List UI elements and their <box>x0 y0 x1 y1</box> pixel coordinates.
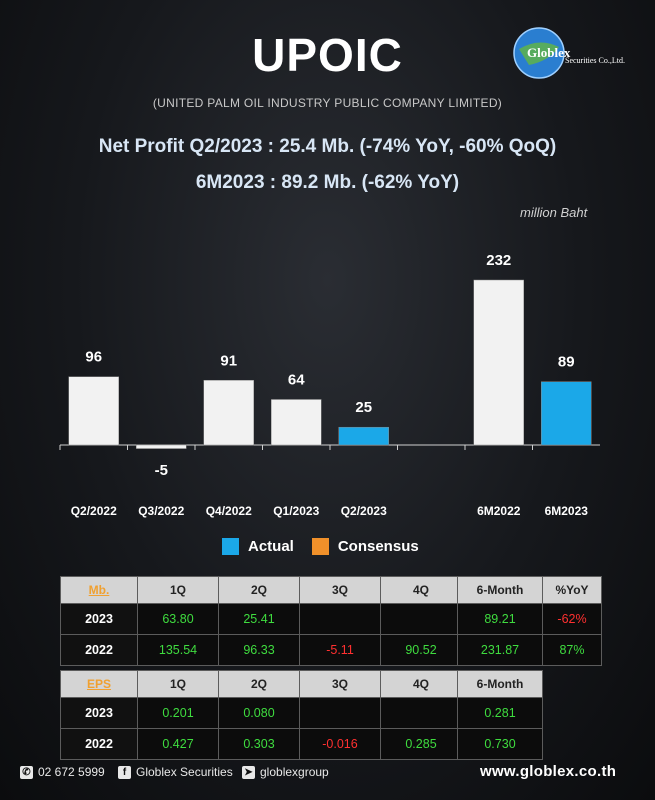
globlex-logo: Globlex Securities Co.,Ltd. <box>513 27 625 79</box>
cell-value: 90.52 <box>380 634 462 666</box>
table-row: 2023 63.80 25.41 <box>60 603 462 635</box>
headline-6m: 6M2023 : 89.2 Mb. (-62% YoY) <box>195 172 460 193</box>
bar-6m2023 <box>541 381 592 446</box>
col-3q: 3Q <box>299 576 381 604</box>
bar-q2-2023 <box>338 426 389 446</box>
eps-table-key: EPS <box>60 670 138 698</box>
col-6month: 6-Month <box>457 576 543 604</box>
cell-value: 135.54 <box>137 634 219 666</box>
row-year: 2022 <box>60 728 138 760</box>
cell-empty <box>299 603 381 635</box>
x-tick-label: Q2/2022 <box>71 504 117 518</box>
svg-text:Globlex: Globlex <box>527 45 571 60</box>
eps-table: EPS 1Q 2Q 3Q 4Q 2023 0.201 0.080 2022 0.… <box>60 670 462 760</box>
col-6month: 6-Month <box>457 670 543 698</box>
x-tick-label: Q1/2023 <box>273 504 319 518</box>
cell-value: 0.427 <box>137 728 219 760</box>
legend-actual-label: Actual <box>248 538 294 555</box>
table-row: 0.730 <box>457 728 543 760</box>
col-4q: 4Q <box>380 576 462 604</box>
table-row: 231.87 87% <box>457 634 602 666</box>
data-label: 232 <box>486 252 511 269</box>
table-row: 89.21 -62% <box>457 603 602 635</box>
legend-actual: Actual <box>222 538 294 555</box>
headline-quarter: Net Profit Q2/2023 : 25.4 Mb. (-74% YoY,… <box>98 136 557 157</box>
data-label: 89 <box>558 354 575 371</box>
row-year: 2022 <box>60 634 138 666</box>
table-row: 2023 0.201 0.080 <box>60 697 462 729</box>
cell-value: 87% <box>542 634 602 666</box>
cell-value: 63.80 <box>137 603 219 635</box>
chart-legend: Actual Consensus <box>222 538 437 555</box>
phone-number: 02 672 5999 <box>38 765 105 779</box>
telegram-icon: ➤ <box>242 765 255 779</box>
col-yoy: %YoY <box>542 576 602 604</box>
col-4q: 4Q <box>380 670 462 698</box>
telegram-name: globlexgroup <box>260 765 329 779</box>
profit-side-table: 6-Month %YoY 89.21 -62% 231.87 87% <box>457 576 602 666</box>
legend-actual-swatch <box>222 538 239 555</box>
bar-q2-2022 <box>68 376 119 446</box>
cell-value: 89.21 <box>457 603 543 635</box>
cell-value: 0.281 <box>457 697 543 729</box>
cell-value: 0.303 <box>218 728 300 760</box>
x-tick-label: Q3/2022 <box>138 504 184 518</box>
cell-value: 25.41 <box>218 603 300 635</box>
bar-6m2022 <box>473 279 524 446</box>
website-link[interactable]: www.globlex.co.th <box>480 763 617 780</box>
col-2q: 2Q <box>218 576 300 604</box>
col-1q: 1Q <box>137 670 219 698</box>
chart-unit: million Baht <box>520 205 588 220</box>
profit-table: Mb. 1Q 2Q 3Q 4Q 2023 63.80 25.41 2022 13… <box>60 576 462 666</box>
bar-q1-2023 <box>271 399 322 446</box>
bar-q4-2022 <box>203 380 254 446</box>
x-tick-label: Q4/2022 <box>206 504 252 518</box>
table-row: 2022 0.427 0.303 -0.016 0.285 <box>60 728 462 760</box>
cell-empty <box>380 603 462 635</box>
x-tick-label: Q2/2023 <box>341 504 387 518</box>
net-profit-bar-chart: 96 Q2/2022 -5 Q3/2022 91 Q4/2022 64 Q1/2023 25 Q2… <box>59 252 600 518</box>
x-tick-label: 6M2022 <box>477 504 521 518</box>
row-year: 2023 <box>60 697 138 729</box>
footer-telegram[interactable]: ➤ globlexgroup <box>242 765 329 779</box>
eps-side-table: 6-Month 0.281 0.730 <box>457 670 543 760</box>
footer: ✆ 02 672 5999 f Globlex Securities ➤ glo… <box>0 757 655 787</box>
row-year: 2023 <box>60 603 138 635</box>
cell-value-negative: -5.11 <box>299 634 381 666</box>
legend-consensus: Consensus <box>311 538 419 555</box>
company-fullname: (UNITED PALM OIL INDUSTRY PUBLIC COMPANY… <box>152 96 503 110</box>
legend-consensus-label: Consensus <box>337 538 419 555</box>
cell-value: 0.080 <box>218 697 300 729</box>
data-label: 64 <box>288 371 305 388</box>
col-1q: 1Q <box>137 576 219 604</box>
data-label: 25 <box>355 399 372 416</box>
phone-icon: ✆ <box>20 765 33 779</box>
data-label: -5 <box>155 462 168 479</box>
cell-empty <box>299 697 381 729</box>
cell-empty <box>380 697 462 729</box>
facebook-name: Globlex Securities <box>136 765 233 779</box>
col-2q: 2Q <box>218 670 300 698</box>
cell-value-negative: -62% <box>542 603 602 635</box>
bar-q3-2022 <box>136 444 187 449</box>
page-title: UPOIC <box>252 29 403 81</box>
svg-text:Securities Co.,Ltd.: Securities Co.,Ltd. <box>565 56 625 65</box>
profit-table-key: Mb. <box>60 576 138 604</box>
cell-value: 231.87 <box>457 634 543 666</box>
data-label: 96 <box>85 349 102 366</box>
cell-value: 0.201 <box>137 697 219 729</box>
footer-facebook[interactable]: f Globlex Securities <box>118 765 233 779</box>
cell-value: 0.285 <box>380 728 462 760</box>
table-row: 2022 135.54 96.33 -5.11 90.52 <box>60 634 462 666</box>
x-tick-label: 6M2023 <box>545 504 589 518</box>
cell-value-negative: -0.016 <box>299 728 381 760</box>
cell-value: 96.33 <box>218 634 300 666</box>
data-label: 91 <box>220 352 237 369</box>
footer-phone[interactable]: ✆ 02 672 5999 <box>20 765 105 779</box>
legend-consensus-swatch <box>311 538 329 555</box>
facebook-icon: f <box>118 765 131 779</box>
cell-value: 0.730 <box>457 728 543 760</box>
col-3q: 3Q <box>299 670 381 698</box>
table-row: 0.281 <box>457 697 543 729</box>
